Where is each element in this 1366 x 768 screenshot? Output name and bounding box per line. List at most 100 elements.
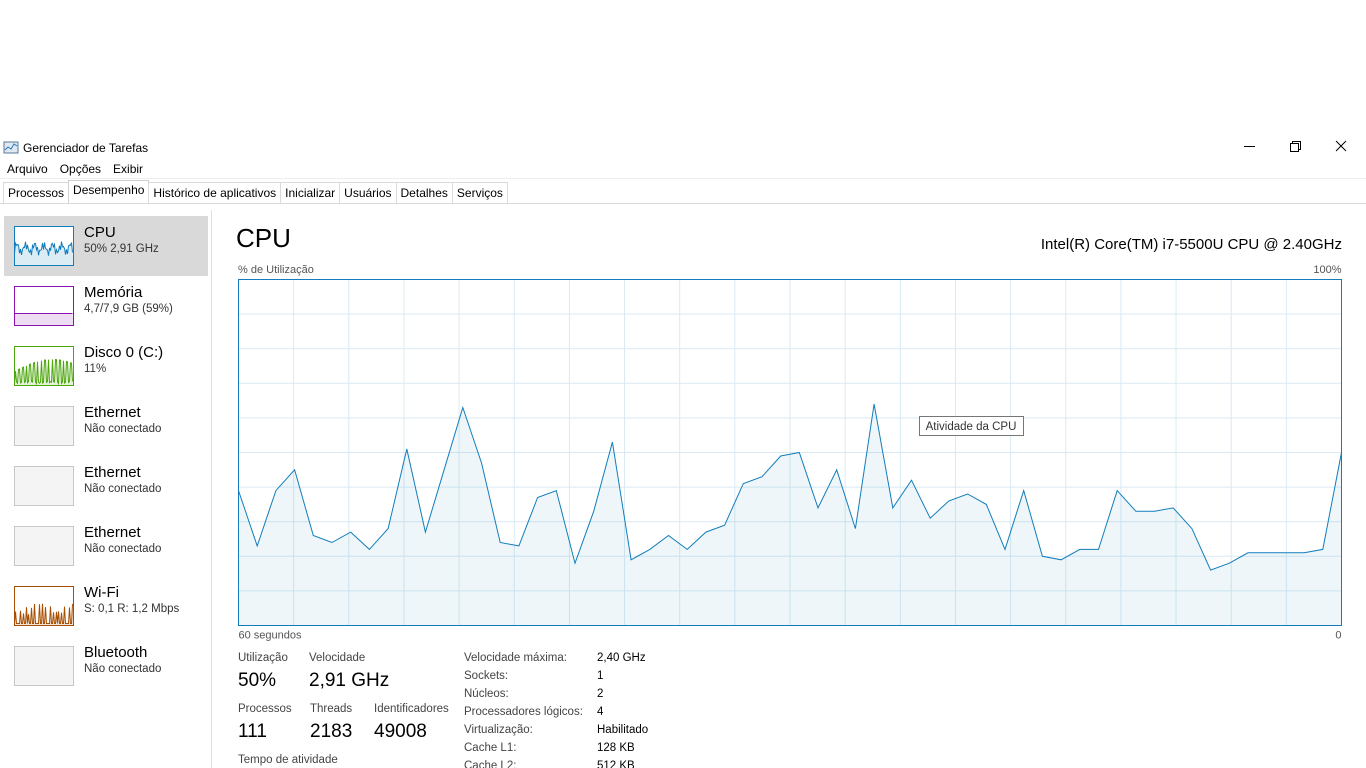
mini-graph-frame <box>14 406 74 446</box>
tooltip-text: Atividade da CPU <box>926 421 1017 433</box>
spec-label: Cache L2: <box>464 760 517 768</box>
stat-value: 49008 <box>374 721 427 742</box>
tab-bar: Processos Desempenho Histórico de aplicati… <box>3 180 508 204</box>
spec-value: 128 KB <box>597 742 635 754</box>
spec-value: Habilitado <box>597 724 649 736</box>
app-icon <box>3 141 19 154</box>
tab[interactable]: Desempenho <box>68 180 150 204</box>
mini-graph-frame <box>14 526 74 566</box>
mini-graph-frame <box>14 646 74 686</box>
sidebar-item[interactable]: Wi-Fi S: 0,1 R: 1,2 Mbps <box>4 576 208 636</box>
spec-label: Processadores lógicos: <box>464 706 583 718</box>
window-title: Gerenciador de Tarefas <box>23 141 149 155</box>
close-button[interactable] <box>1335 140 1347 152</box>
spec-label: Velocidade máxima: <box>464 652 567 664</box>
spec-label: Núcleos: <box>464 688 509 700</box>
mini-graph <box>14 526 74 566</box>
mini-graph <box>14 586 74 626</box>
sidebar-detail: 4,7/7,9 GB (59%) <box>84 303 173 315</box>
stat-label: Processos <box>238 703 292 715</box>
restore-button[interactable] <box>1290 141 1301 152</box>
sidebar-name: Memória <box>84 284 143 301</box>
tab[interactable]: Serviços <box>451 182 508 204</box>
stat-value: 111 <box>238 721 267 742</box>
mini-graph-line <box>14 359 73 386</box>
spec-label: Cache L1: <box>464 742 517 754</box>
stat-value: 50% <box>238 670 277 691</box>
sidebar-item[interactable]: CPU 50% 2,91 GHz <box>4 216 208 276</box>
x-tick-label: 60 segundos <box>239 630 302 642</box>
sidebar-item[interactable]: Ethernet Não conectado <box>4 456 208 516</box>
tab[interactable]: Processos <box>3 182 70 204</box>
tab[interactable]: Histórico de aplicativos <box>148 182 282 204</box>
sidebar-detail: S: 0,1 R: 1,2 Mbps <box>84 603 180 615</box>
menu-item[interactable]: Exibir <box>113 162 144 176</box>
mini-graph <box>14 466 74 506</box>
mini-graph-area <box>14 241 74 266</box>
processor-name: Intel(R) Core(TM) i7-5500U CPU @ 2.40GHz <box>1040 236 1342 253</box>
x-tick-label: 0 <box>1335 630 1341 642</box>
sidebar-name: Ethernet <box>84 524 141 541</box>
plot-border <box>238 279 1342 626</box>
stat-value: 2183 <box>310 721 353 742</box>
sidebar-name: Wi-Fi <box>84 584 119 601</box>
mini-graph-area <box>14 313 74 326</box>
mini-graph <box>14 226 74 266</box>
mini-graph-line <box>14 241 73 256</box>
stat-label: Identificadores <box>374 703 449 715</box>
sidebar-detail: Não conectado <box>84 483 162 495</box>
spec-value: 512 KB <box>597 760 635 768</box>
menu-item[interactable]: Opções <box>59 162 102 176</box>
tab-border <box>0 203 1366 204</box>
stat-label: Utilização <box>238 652 288 664</box>
y-tick-label: 100% <box>1313 264 1341 276</box>
menu-item[interactable]: Arquivo <box>7 162 48 176</box>
spec-label: Virtualização: <box>464 724 533 736</box>
mini-graph <box>14 406 74 446</box>
cpu-area <box>238 404 1342 626</box>
mini-graph-frame <box>14 286 74 326</box>
sidebar-item[interactable]: Bluetooth Não conectado <box>4 636 208 696</box>
tab[interactable]: Detalhes <box>395 182 453 204</box>
menu-bar: Arquivo Opções Exibir <box>7 162 143 176</box>
cpu-line <box>238 404 1342 571</box>
sidebar-item[interactable]: Disco 0 (C:) 11% <box>4 336 208 396</box>
mini-graph <box>14 646 74 686</box>
sidebar-detail: 50% 2,91 GHz <box>84 243 159 255</box>
sidebar-name: CPU <box>84 224 116 241</box>
window-controls <box>1244 140 1347 152</box>
sidebar-item[interactable]: Ethernet Não conectado <box>4 516 208 576</box>
stat-label: Velocidade <box>309 652 366 664</box>
sidebar-detail: Não conectado <box>84 423 162 435</box>
spec-label: Sockets: <box>464 670 509 682</box>
sidebar-item[interactable]: Memória 4,7/7,9 GB (59%) <box>4 276 208 336</box>
tab[interactable]: Inicializar <box>280 182 341 204</box>
y-axis-label: % de Utilização <box>238 264 314 276</box>
tab[interactable]: Usuários <box>339 182 397 204</box>
spec-value: 2 <box>597 688 604 700</box>
stat-value: 2,91 GHz <box>309 670 390 691</box>
tooltip: Atividade da CPU <box>919 416 1024 436</box>
sidebar-name: Ethernet <box>84 464 141 481</box>
tooltip-box <box>919 416 1024 436</box>
sidebar-name: Bluetooth <box>84 644 148 661</box>
sidebar-name: Ethernet <box>84 404 141 421</box>
mini-graph-line <box>14 603 73 624</box>
uptime-label: Tempo de atividade <box>238 754 338 766</box>
spec-value: 1 <box>597 670 604 682</box>
spec-value: 4 <box>597 706 604 718</box>
sidebar-name: Disco 0 (C:) <box>84 344 164 361</box>
separator <box>0 178 1366 179</box>
cpu-chart: % de Utilização 100% 60 segundos 0 Atividade… <box>238 264 1342 642</box>
sidebar-item[interactable]: Ethernet Não conectado <box>4 396 208 456</box>
stat-label: Threads <box>310 703 353 715</box>
sidebar-detail: Não conectado <box>84 543 162 555</box>
divider <box>211 210 212 768</box>
panel-title: CPU <box>236 223 291 253</box>
sidebar-detail: 11% <box>84 363 107 375</box>
sidebar-detail: Não conectado <box>84 663 162 675</box>
mini-graph <box>14 286 74 326</box>
spec-value: 2,40 GHz <box>597 652 646 664</box>
